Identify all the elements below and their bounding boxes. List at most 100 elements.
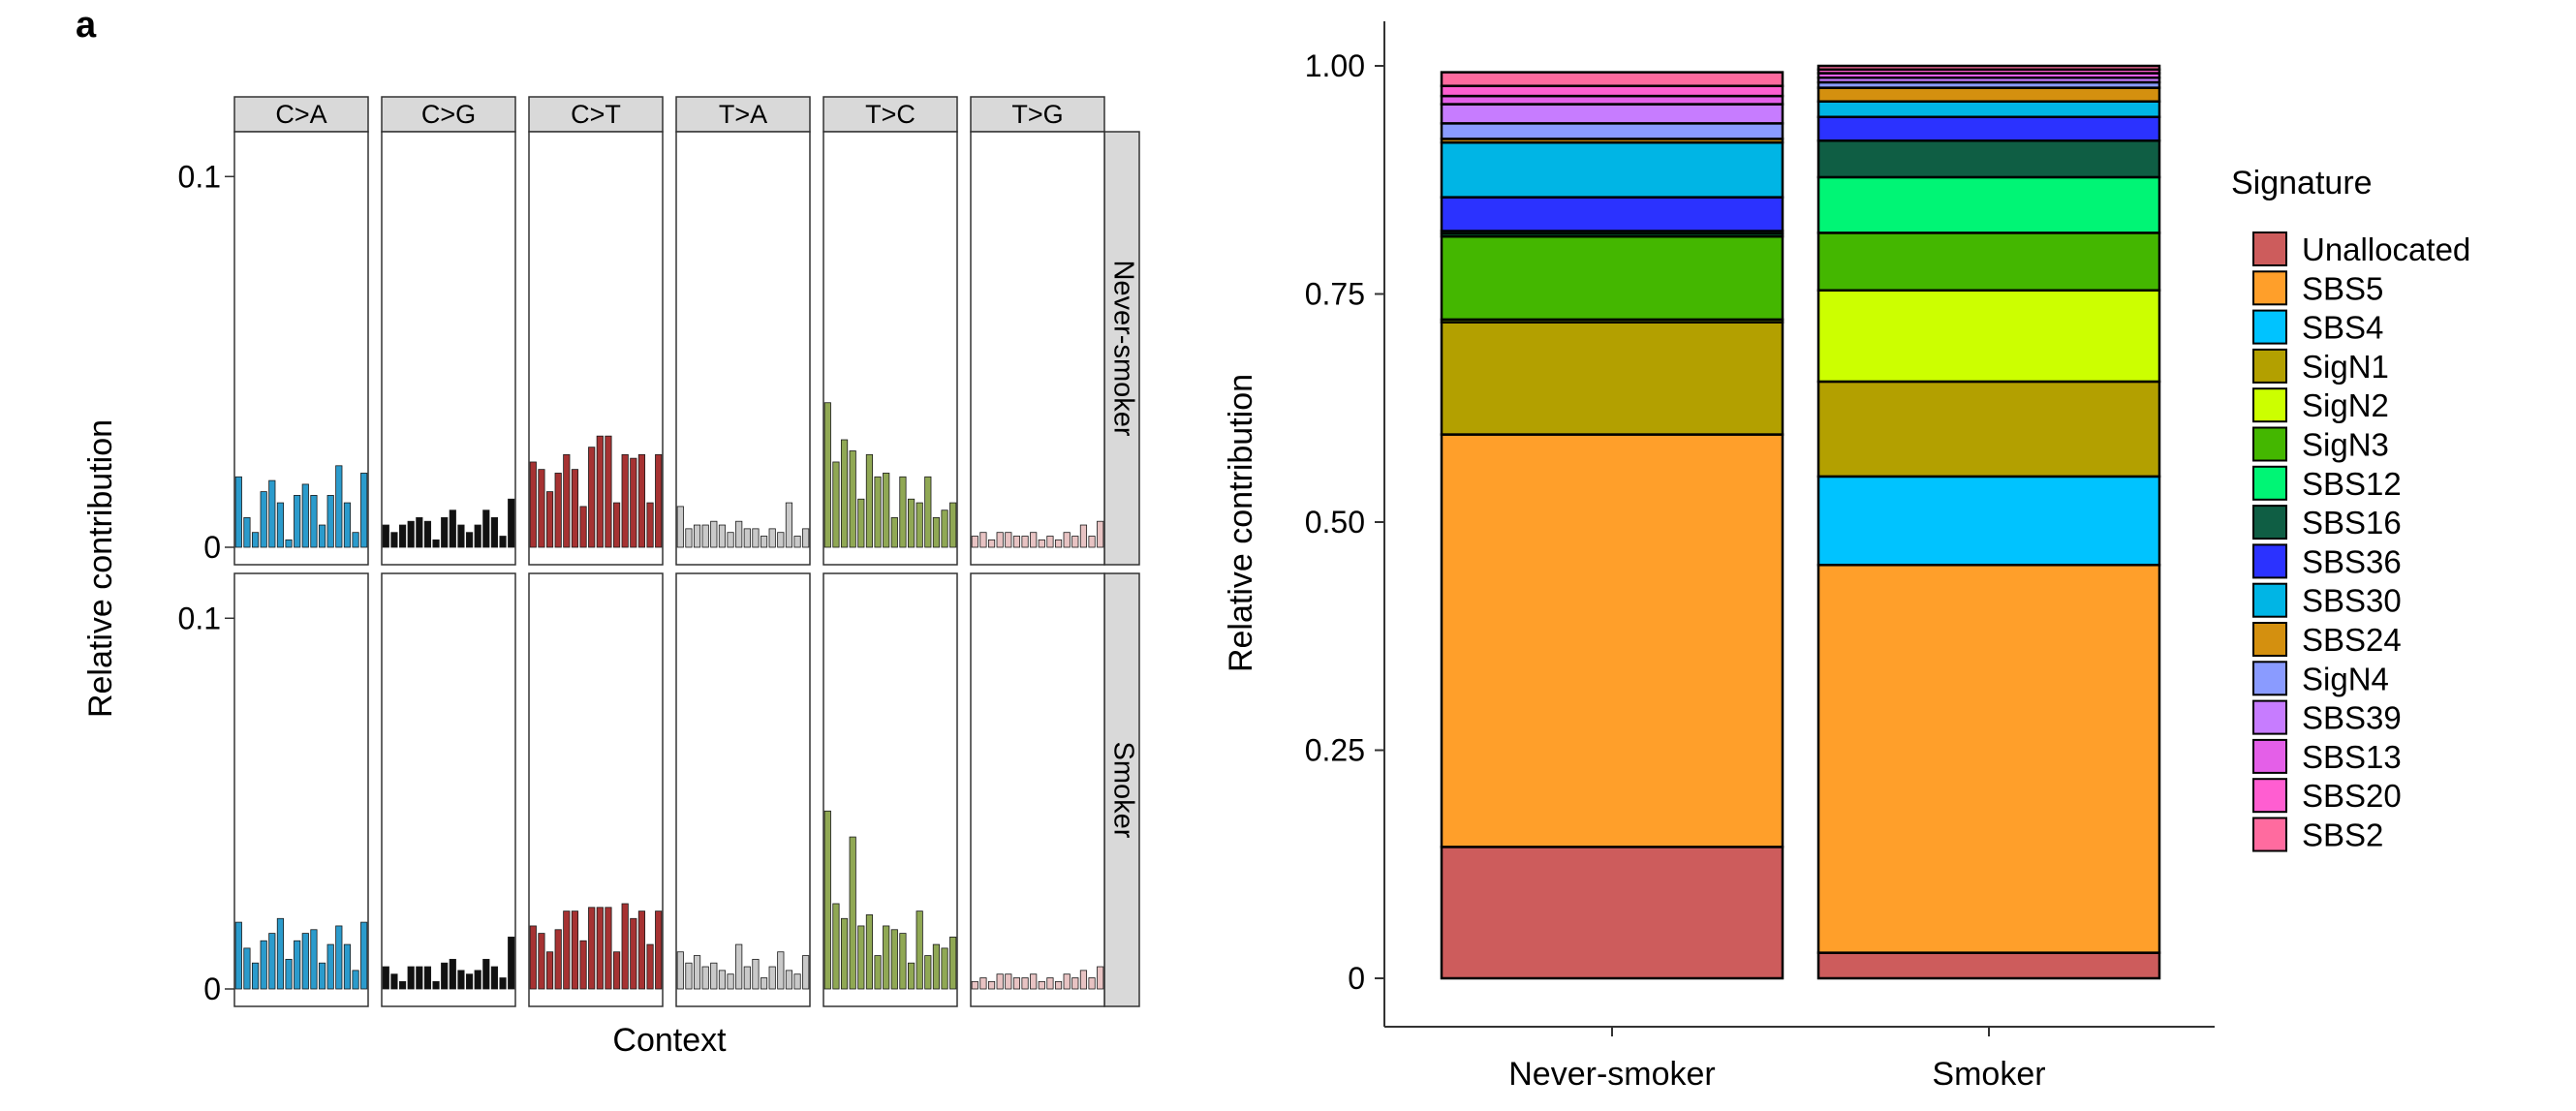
legend-swatch (2252, 738, 2287, 774)
bar-c-to-g (441, 516, 449, 548)
bar-t-to-c (849, 450, 856, 548)
legend-title: Signature (2231, 165, 2373, 201)
bar-t-to-a (710, 962, 718, 990)
bar-c-to-g (457, 524, 465, 548)
bar-c-to-a (326, 943, 334, 990)
bar-t-to-a (718, 524, 727, 548)
bar-c-to-t (637, 453, 646, 548)
facet-label-c-to-t: C>T (571, 100, 621, 129)
bar-c-to-g (390, 532, 398, 548)
bar-c-to-t (538, 469, 545, 548)
bar-t-to-g (1021, 536, 1029, 548)
bar-c-to-g (474, 970, 481, 990)
bar-t-to-g (1005, 973, 1012, 990)
bar-t-to-c (949, 937, 957, 990)
bar-t-to-g (1071, 536, 1079, 548)
bar-t-to-c (840, 439, 849, 548)
bar-c-to-g (423, 520, 432, 548)
bar-segment-sign4 (1440, 122, 1785, 140)
legend-label: SigN3 (2302, 427, 2389, 463)
bar-c-to-a (243, 516, 251, 548)
bar-t-to-g (987, 539, 996, 548)
bar-t-to-g (1097, 966, 1104, 990)
bar-t-to-a (693, 524, 701, 548)
bar-c-to-a (343, 502, 352, 548)
bar-t-to-a (752, 528, 760, 548)
legend-swatch (2252, 661, 2287, 696)
legend-label: SBS24 (2302, 622, 2402, 658)
bar-t-to-a (793, 973, 801, 990)
bar-c-to-a (301, 483, 309, 548)
bar-c-to-a (310, 495, 318, 548)
bar-c-to-t (538, 933, 545, 990)
legend-label: SigN4 (2302, 661, 2389, 696)
bar-c-to-a (352, 532, 359, 548)
bar-c-to-g (398, 980, 407, 990)
bar-c-to-a (360, 921, 368, 990)
bar-t-to-c (890, 929, 898, 990)
facet-panel (675, 131, 811, 566)
bar-c-to-a (260, 940, 267, 990)
bar-t-to-g (1071, 977, 1079, 990)
bar-t-to-c (907, 962, 916, 990)
y-tick-label: 0 (1348, 961, 1365, 996)
bar-t-to-c (899, 476, 907, 548)
row-strip-smoker (1103, 572, 1140, 1007)
bar-t-to-c (865, 914, 874, 990)
legend-label: SBS2 (2302, 818, 2383, 853)
bar-t-to-g (1063, 973, 1071, 990)
facet-label-t-to-c: T>C (865, 100, 916, 129)
facet-panel (233, 572, 369, 1007)
bar-t-to-g (1012, 536, 1021, 548)
x-tick-label: Smoker (1932, 1056, 2045, 1093)
bar-t-to-a (685, 528, 693, 548)
bar-t-to-c (857, 925, 865, 990)
y-tick-label: 0.1 (178, 159, 221, 194)
bar-segment-sbs30 (1816, 100, 2161, 119)
bar-t-to-c (907, 498, 916, 548)
bar-c-to-t (554, 473, 562, 548)
bar-c-to-a (294, 940, 301, 990)
bar-c-to-a (285, 539, 293, 548)
bar-c-to-g (482, 509, 490, 548)
bar-c-to-a (251, 532, 260, 548)
bar-t-to-g (1012, 977, 1021, 990)
legend-swatch (2252, 778, 2287, 814)
bar-t-to-a (785, 502, 793, 548)
bar-segment-sign2 (1816, 289, 2161, 384)
legend-label: SBS12 (2302, 466, 2402, 502)
bar-c-to-t (605, 907, 612, 990)
bar-c-to-a (285, 958, 293, 990)
facet-label-c-to-a: C>A (275, 100, 326, 129)
bar-c-to-t (612, 951, 621, 990)
bar-t-to-a (793, 536, 801, 548)
legend-swatch (2252, 505, 2287, 540)
bar-c-to-g (499, 977, 507, 990)
bar-c-to-a (335, 925, 343, 990)
bar-c-to-a (343, 943, 352, 990)
bar-c-to-t (563, 453, 571, 548)
facet-strip-t-to-g (970, 96, 1105, 133)
bar-t-to-g (971, 536, 978, 548)
bar-c-to-a (251, 962, 260, 990)
bar-c-to-t (563, 910, 571, 990)
legend-label: SBS4 (2302, 310, 2383, 346)
bar-c-to-a (276, 917, 285, 990)
bar-t-to-a (727, 532, 734, 548)
bar-c-to-g (407, 520, 415, 548)
bar-t-to-a (777, 532, 785, 548)
bar-t-to-c (823, 402, 831, 548)
bar-c-to-t (579, 506, 587, 548)
bar-segment-sbs39 (1440, 103, 1785, 125)
bar-t-to-g (979, 532, 987, 548)
facet-label-c-to-g: C>G (421, 100, 476, 129)
bar-c-to-a (268, 479, 276, 548)
bar-t-to-g (1088, 977, 1096, 990)
bar-t-to-c (840, 917, 849, 990)
bar-c-to-t (571, 910, 579, 990)
bar-c-to-g (474, 524, 481, 548)
bar-t-to-a (785, 970, 793, 990)
bar-c-to-a (360, 473, 368, 548)
bar-c-to-g (416, 516, 423, 548)
